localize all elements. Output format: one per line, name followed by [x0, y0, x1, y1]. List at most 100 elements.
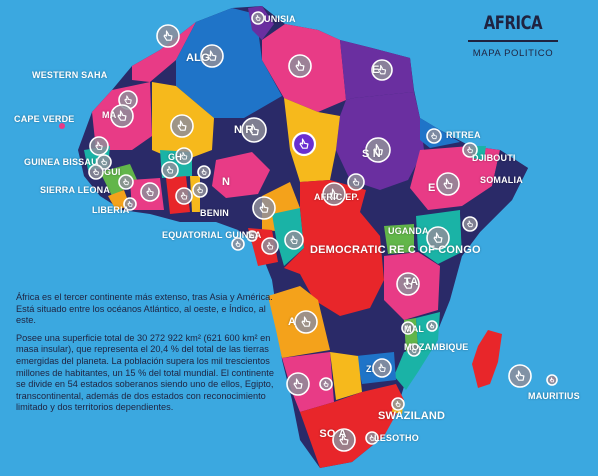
map-pin-4[interactable]	[288, 54, 312, 78]
pin-circle[interactable]	[365, 137, 391, 163]
label-drc: DEMOCRATIC RE C OF CONGO	[310, 244, 481, 256]
pin-circle[interactable]	[396, 272, 420, 296]
pin-circle[interactable]	[197, 165, 211, 179]
pin-circle[interactable]	[241, 117, 267, 143]
pin-circle[interactable]	[294, 310, 318, 334]
map-pin-3[interactable]	[200, 44, 224, 68]
pin-circle[interactable]	[284, 230, 304, 250]
map-pin-40[interactable]	[372, 358, 392, 378]
map-pin-10[interactable]	[291, 131, 317, 157]
pin-circle[interactable]	[231, 237, 245, 251]
map-pin-12[interactable]	[426, 128, 442, 144]
map-pin-21[interactable]	[197, 165, 211, 179]
map-pin-18[interactable]	[118, 174, 134, 190]
pin-circle[interactable]	[118, 174, 134, 190]
map-pin-33[interactable]	[261, 237, 279, 255]
pin-circle[interactable]	[89, 136, 109, 156]
pin-circle[interactable]	[426, 226, 450, 250]
pin-circle[interactable]	[175, 147, 193, 165]
pin-circle[interactable]	[462, 142, 478, 158]
map-pin-36[interactable]	[294, 310, 318, 334]
map-pin-46[interactable]	[365, 431, 379, 445]
tap-icon	[123, 178, 129, 186]
pin-circle[interactable]	[251, 11, 265, 25]
label-tanzania: TA	[404, 276, 419, 288]
pin-circle[interactable]	[371, 59, 393, 81]
map-pin-17[interactable]	[88, 164, 104, 180]
pin-circle[interactable]	[161, 161, 179, 179]
map-pin-26[interactable]	[252, 196, 276, 220]
pin-circle[interactable]	[170, 114, 194, 138]
map-pin-19[interactable]	[175, 147, 193, 165]
pin-circle[interactable]	[319, 377, 333, 391]
map-pin-25[interactable]	[123, 197, 137, 211]
pin-circle[interactable]	[508, 364, 532, 388]
map-pin-5[interactable]	[371, 59, 393, 81]
map-pin-31[interactable]	[246, 230, 258, 242]
map-pin-28[interactable]	[347, 173, 365, 191]
pin-circle[interactable]	[286, 372, 310, 396]
label-mauritania: MA	[102, 110, 117, 120]
map-pin-38[interactable]	[426, 320, 438, 332]
pin-circle[interactable]	[436, 172, 460, 196]
map-pin-2[interactable]	[156, 24, 180, 48]
pin-circle[interactable]	[322, 182, 346, 206]
label-ghana: GH	[168, 152, 182, 162]
map-pin-44[interactable]	[286, 372, 310, 396]
pin-circle[interactable]	[426, 128, 442, 144]
map-pin-15[interactable]	[89, 136, 109, 156]
tap-icon	[403, 278, 413, 289]
pin-circle[interactable]	[407, 343, 421, 357]
map-pin-37[interactable]	[401, 321, 415, 335]
pin-circle[interactable]	[401, 321, 415, 335]
pin-circle[interactable]	[332, 428, 356, 452]
map-pin-39[interactable]	[407, 343, 421, 357]
tap-icon	[249, 233, 255, 239]
map-pin-43[interactable]	[319, 377, 333, 391]
pin-circle[interactable]	[462, 216, 478, 232]
tap-icon	[299, 138, 309, 149]
map-pin-30[interactable]	[426, 226, 450, 250]
map-pin-27[interactable]	[322, 182, 346, 206]
map-pin-24[interactable]	[175, 187, 193, 205]
map-pin-32[interactable]	[284, 230, 304, 250]
pin-circle[interactable]	[261, 237, 279, 255]
map-pin-9[interactable]	[241, 117, 267, 143]
map-pin-29[interactable]	[462, 216, 478, 232]
map-pin-22[interactable]	[192, 182, 208, 198]
pin-circle[interactable]	[291, 131, 317, 157]
pin-circle[interactable]	[365, 431, 379, 445]
map-pin-14[interactable]	[436, 172, 460, 196]
pin-circle[interactable]	[252, 196, 276, 220]
pin-circle[interactable]	[140, 182, 160, 202]
map-pin-7[interactable]	[110, 104, 134, 128]
map-pin-16[interactable]	[96, 154, 112, 170]
pin-circle[interactable]	[200, 44, 224, 68]
page-subtitle: MAPA POLITICO	[472, 48, 554, 59]
pin-circle[interactable]	[372, 358, 392, 378]
map-pin-42[interactable]	[546, 374, 558, 386]
pin-circle[interactable]	[175, 187, 193, 205]
pin-circle[interactable]	[110, 104, 134, 128]
map-pin-47[interactable]	[391, 397, 405, 411]
map-pin-1[interactable]	[251, 11, 265, 25]
pin-circle[interactable]	[156, 24, 180, 48]
map-pin-35[interactable]	[396, 272, 420, 296]
tap-icon	[163, 30, 173, 41]
map-pin-23[interactable]	[140, 182, 160, 202]
map-pin-34[interactable]	[231, 237, 245, 251]
map-pin-45[interactable]	[332, 428, 356, 452]
pin-circle[interactable]	[288, 54, 312, 78]
pin-circle[interactable]	[123, 197, 137, 211]
map-pin-41[interactable]	[508, 364, 532, 388]
pin-circle[interactable]	[96, 154, 112, 170]
map-pin-13[interactable]	[462, 142, 478, 158]
map-pin-11[interactable]	[365, 137, 391, 163]
map-pin-8[interactable]	[170, 114, 194, 138]
pin-circle[interactable]	[391, 397, 405, 411]
map-pin-20[interactable]	[161, 161, 179, 179]
pin-circle[interactable]	[88, 164, 104, 180]
pin-circle[interactable]	[347, 173, 365, 191]
pin-circle[interactable]	[192, 182, 208, 198]
